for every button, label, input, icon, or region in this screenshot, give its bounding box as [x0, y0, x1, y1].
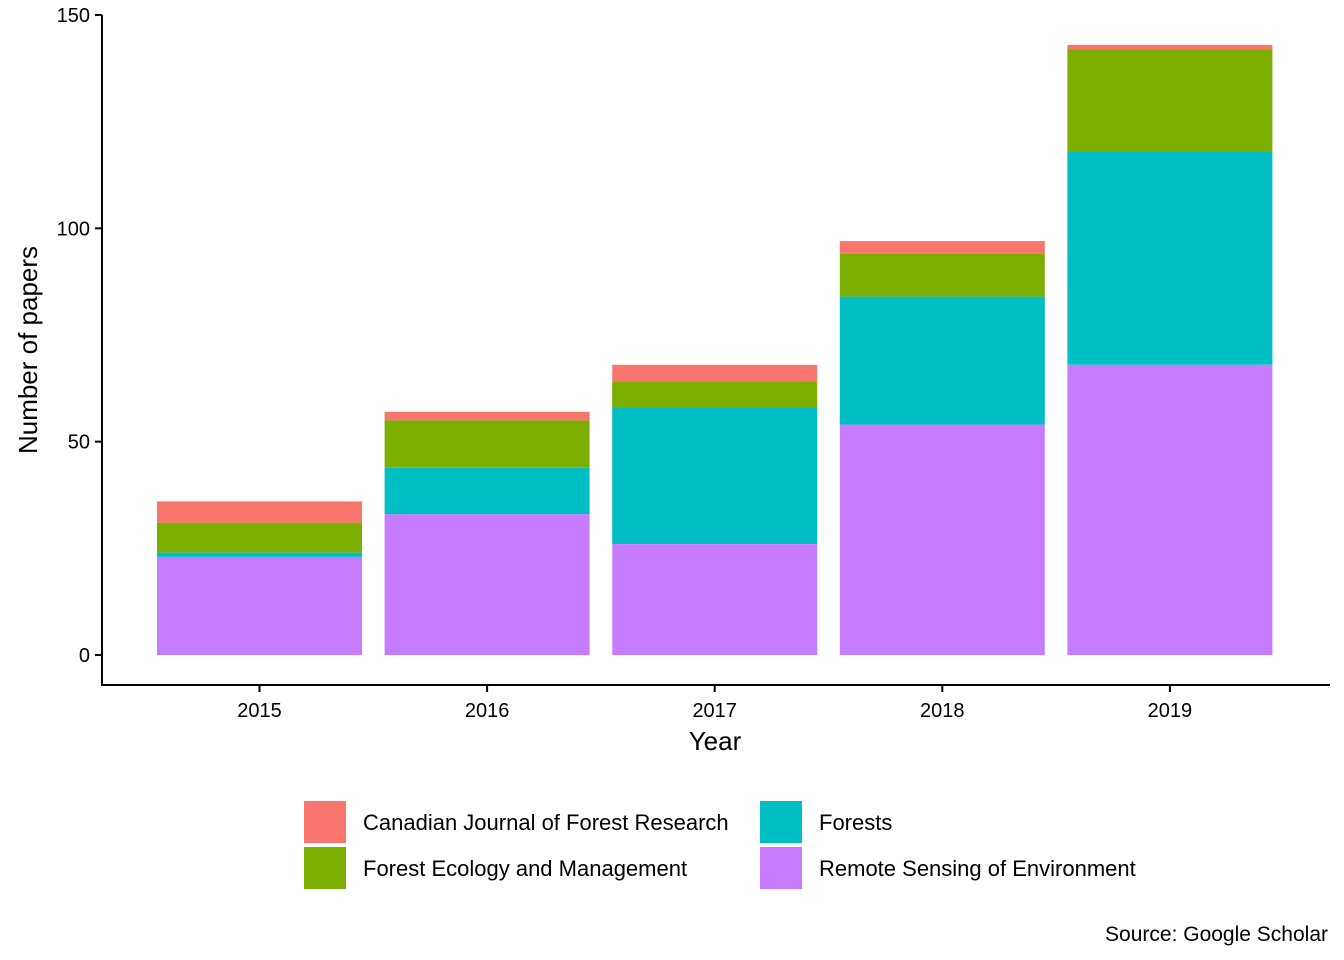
bar-segment — [1067, 49, 1273, 152]
x-tick-label: 2015 — [237, 700, 282, 722]
x-axis-title: Year — [689, 726, 742, 756]
legend-key — [304, 847, 346, 889]
legend-label: Canadian Journal of Forest Research — [363, 810, 729, 835]
x-tick-label: 2017 — [692, 700, 737, 722]
legend-key — [760, 847, 802, 889]
legend-label: Forests — [819, 810, 892, 835]
x-tick-label: 2019 — [1148, 700, 1193, 722]
x-tick-label: 2016 — [465, 700, 510, 722]
bar-segment — [839, 296, 1045, 425]
bar-segment — [612, 364, 818, 382]
y-axis-title: Number of papers — [13, 246, 43, 454]
bar-segment — [612, 407, 818, 544]
bar-segment — [1067, 44, 1273, 50]
bar-segment — [1067, 151, 1273, 365]
x-tick-label: 2018 — [920, 700, 965, 722]
bar-segment — [157, 501, 362, 523]
bar-segment — [839, 253, 1045, 297]
bar-segment — [157, 556, 362, 655]
y-tick-label: 150 — [57, 5, 90, 27]
bar-segment — [384, 514, 590, 655]
legend-label: Remote Sensing of Environment — [819, 856, 1136, 881]
caption: Source: Google Scholar — [1105, 923, 1328, 946]
legend: Canadian Journal of Forest Research Fores… — [304, 801, 1136, 889]
bar-segment — [384, 467, 590, 515]
y-tick-label: 0 — [79, 645, 90, 667]
bar-segment — [157, 552, 362, 557]
bars-layer — [157, 44, 1273, 655]
bar-segment — [839, 241, 1045, 254]
y-tick-label: 50 — [68, 432, 90, 454]
legend-key — [304, 801, 346, 843]
bar-segment — [1067, 364, 1273, 655]
legend-key — [760, 801, 802, 843]
y-ticks: 0 50 100 150 — [57, 5, 102, 667]
bar-segment — [157, 522, 362, 553]
y-tick-label: 100 — [57, 218, 90, 240]
x-ticks: 2015 2016 2017 2018 2019 — [237, 685, 1192, 722]
bar-segment — [839, 424, 1045, 655]
bar-segment — [612, 381, 818, 408]
bar-segment — [384, 411, 590, 421]
bar-segment — [384, 420, 590, 468]
legend-label: Forest Ecology and Management — [363, 856, 687, 881]
bar-segment — [612, 544, 818, 655]
